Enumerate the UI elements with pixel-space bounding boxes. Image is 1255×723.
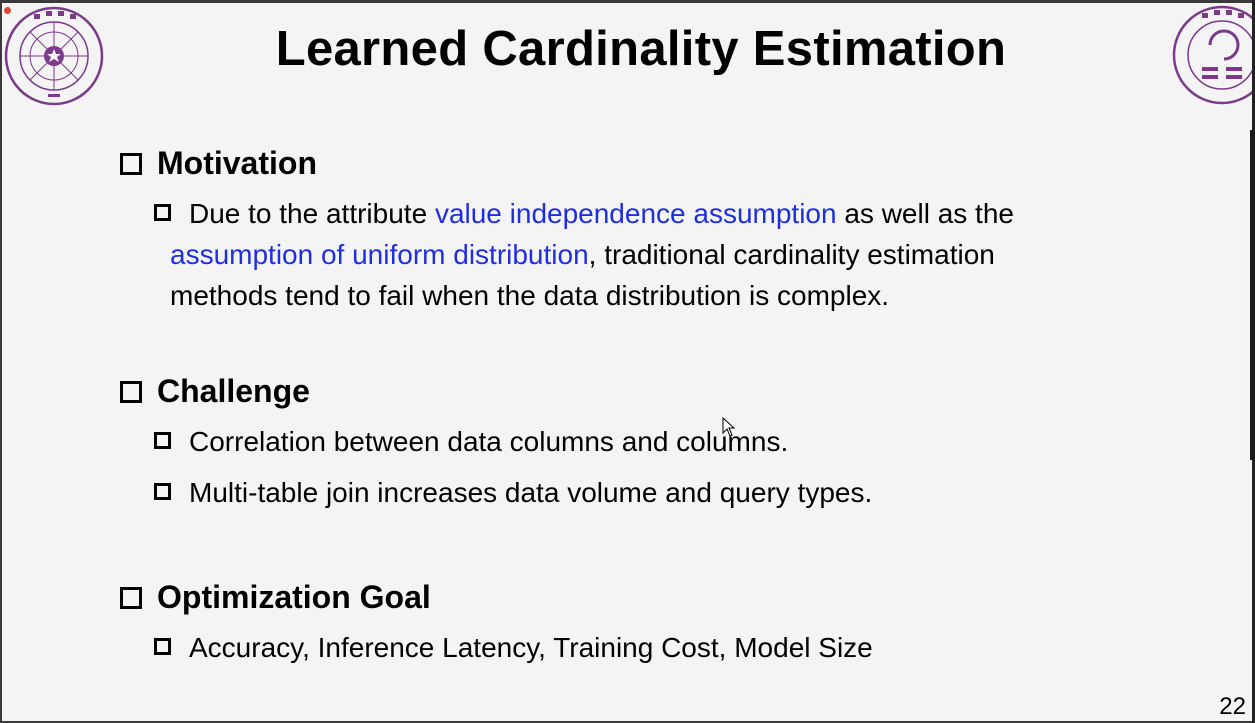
bullet-text: Accuracy, Inference Latency, Training Co… <box>189 632 873 663</box>
motivation-bullet: Due to the attribute value independence … <box>154 193 1014 316</box>
challenge-bullet-2: Multi-table join increases data volume a… <box>154 472 872 513</box>
hollow-square-bullet-icon <box>154 483 171 500</box>
section-heading-label: Optimization Goal <box>157 579 431 615</box>
section-heading-label: Challenge <box>157 373 310 409</box>
hollow-square-bullet-icon <box>120 153 142 175</box>
bullet-text: as well as the <box>836 198 1014 229</box>
recording-indicator-icon <box>4 7 11 14</box>
optimization-goal-bullet: Accuracy, Inference Latency, Training Co… <box>154 627 873 668</box>
slide: Learned Cardinality Estimation Motivatio… <box>2 3 1252 721</box>
highlight-text: value independence assumption <box>434 198 837 229</box>
tsinghua-cs-logo-icon <box>1172 5 1252 105</box>
bullet-text: Correlation between data columns and col… <box>189 426 789 457</box>
mouse-cursor-icon <box>722 417 736 437</box>
hollow-square-bullet-icon <box>120 587 142 609</box>
hollow-square-bullet-icon <box>154 638 171 655</box>
scrollbar-thumb[interactable] <box>1250 130 1255 460</box>
bullet-line-3: methods tend to fail when the data distr… <box>170 280 890 311</box>
highlight-text: assumption of uniform distribution <box>170 239 589 270</box>
slide-title: Learned Cardinality Estimation <box>275 22 1007 76</box>
bullet-line-1: Due to the attribute value independence … <box>189 193 1014 234</box>
page-number: 22 <box>1219 693 1246 720</box>
hollow-square-bullet-icon <box>154 204 171 221</box>
bullet-line-2: assumption of uniform distribution, trad… <box>170 234 1014 275</box>
challenge-bullet-1: Correlation between data columns and col… <box>154 421 788 462</box>
section-heading-label: Motivation <box>157 145 317 181</box>
bullet-text: , traditional cardinality estimation <box>588 239 995 270</box>
hollow-square-bullet-icon <box>154 432 171 449</box>
hollow-square-bullet-icon <box>120 381 142 403</box>
bullet-text: Due to the attribute <box>189 198 435 229</box>
bullet-text: Multi-table join increases data volume a… <box>189 477 873 508</box>
tsinghua-university-seal-icon <box>4 6 104 106</box>
